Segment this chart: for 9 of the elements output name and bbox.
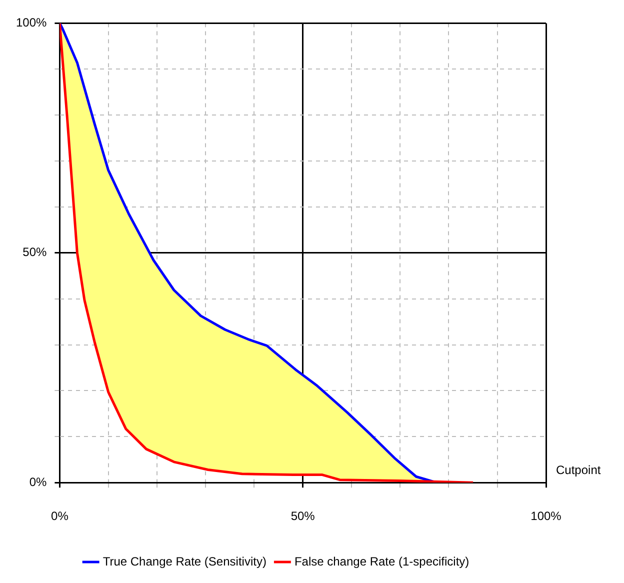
y-tick-label: 50% xyxy=(22,245,48,260)
x-tick-label: 100% xyxy=(530,509,562,524)
x-tick-label: 0% xyxy=(51,509,69,524)
x-axis-title: Cutpoint xyxy=(556,462,602,477)
legend-label: True Change Rate (Sensitivity) xyxy=(102,554,266,568)
y-tick-label: 100% xyxy=(16,16,48,30)
y-tick-label: 0% xyxy=(29,474,48,489)
x-tick-label: 50% xyxy=(290,509,316,524)
legend-label: False change Rate (1-specificity) xyxy=(294,554,470,568)
